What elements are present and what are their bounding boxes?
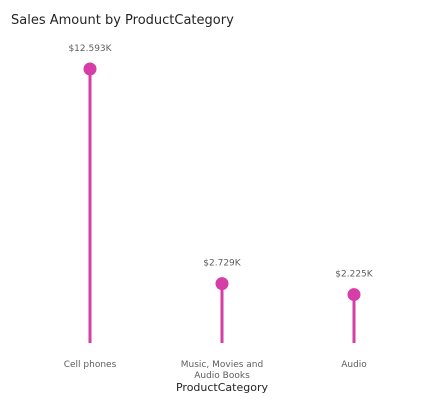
chart-title: Sales Amount by ProductCategory bbox=[11, 13, 234, 28]
lollipop-point[interactable] bbox=[215, 277, 229, 291]
data-label: $2.225K bbox=[335, 270, 373, 280]
data-label: $2.729K bbox=[203, 259, 241, 269]
lollipop-point[interactable] bbox=[347, 288, 361, 302]
lollipop-point[interactable] bbox=[83, 62, 97, 76]
category-labels: Cell phones Music, Movies and Audio Books A… bbox=[64, 360, 368, 381]
category-label: Cell phones bbox=[64, 360, 117, 370]
x-axis-title: ProductCategory bbox=[176, 381, 269, 394]
category-label: Audio bbox=[341, 360, 367, 370]
category-label: Music, Movies and Audio Books bbox=[181, 360, 263, 381]
data-label: $12.593K bbox=[68, 44, 112, 54]
chart-marks: $12.593K $2.729K $2.225K bbox=[68, 44, 374, 343]
